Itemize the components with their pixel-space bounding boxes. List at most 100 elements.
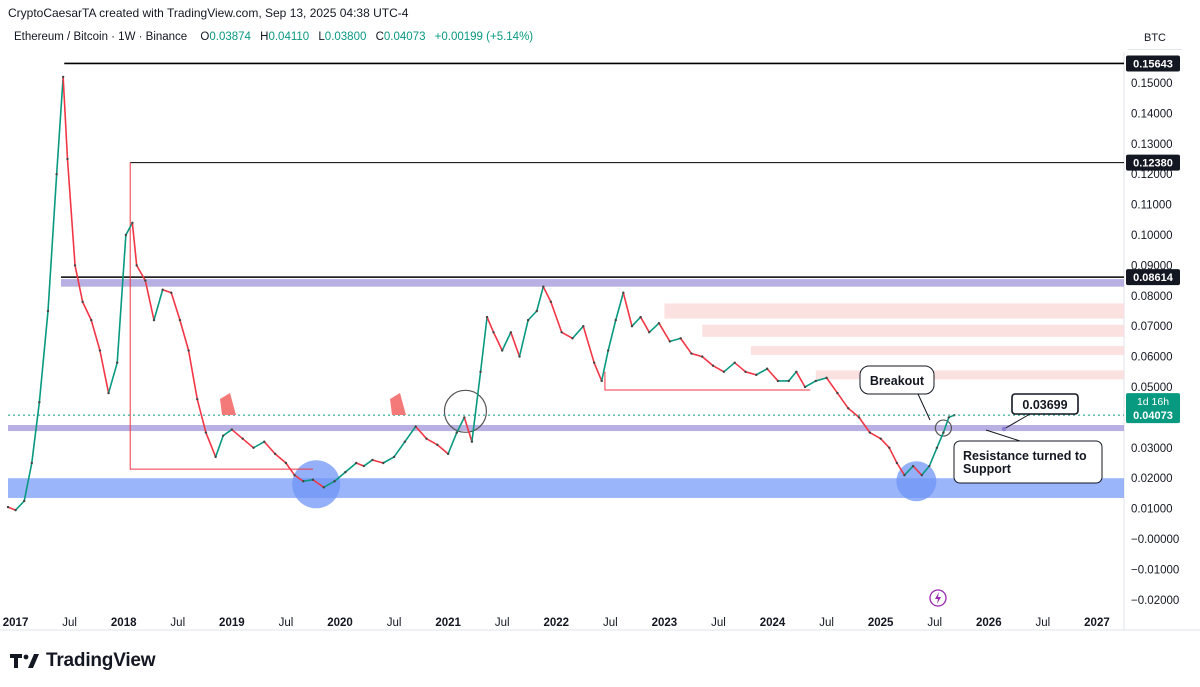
price-point (214, 455, 217, 459)
resistance-zone-2 (702, 324, 1124, 337)
price-point (571, 337, 574, 340)
price-point (382, 461, 385, 465)
price-segment (825, 377, 839, 394)
x-tick-label: Jul (819, 617, 834, 629)
price-point (107, 391, 110, 395)
price-segment (135, 264, 147, 282)
x-tick-label: Jul (927, 617, 942, 629)
x-tick-label: Jul (62, 617, 77, 629)
price-segment (912, 465, 923, 476)
price-segment (382, 456, 395, 464)
support-circle-2019 (292, 460, 341, 509)
y-tick-label: −0.00000 (1131, 534, 1179, 546)
price-segment (241, 437, 255, 449)
price-point (14, 508, 17, 512)
level-label-2: 0.12380 (1133, 158, 1173, 170)
price-segment (690, 352, 704, 358)
price-point (61, 75, 65, 79)
price-segment (593, 361, 603, 382)
y-tick-label: 0.10000 (1131, 230, 1173, 242)
price-segment (815, 377, 828, 382)
x-tick-label: Jul (387, 617, 402, 629)
price-point (947, 416, 951, 419)
price-point (344, 470, 347, 474)
price-point (436, 443, 439, 446)
price-segment (81, 301, 93, 321)
price-segment (447, 431, 458, 455)
x-tick-label: Jul (603, 617, 618, 629)
price-segment (214, 434, 224, 458)
tradingview-icon (10, 654, 39, 668)
price-segment (836, 392, 850, 410)
support-callout-pointer (985, 429, 1021, 442)
price-point (263, 440, 266, 443)
price-segment (30, 401, 41, 464)
price-point (500, 349, 504, 352)
close-key: C (375, 31, 384, 43)
level-label-3: 0.08614 (1133, 272, 1174, 284)
price-segment (858, 416, 871, 434)
price-segment (518, 319, 529, 358)
y-tick-label: 0.01000 (1131, 504, 1173, 516)
high-value: 0.04110 (268, 31, 310, 43)
x-tick-label: Jul (279, 617, 294, 629)
tradingview-logo[interactable]: TradingView (10, 650, 156, 672)
price-point (470, 440, 474, 443)
price-point (463, 416, 466, 419)
breakout-callout-pointer (917, 393, 931, 421)
events-icon[interactable] (929, 589, 947, 607)
price-segment (787, 370, 798, 382)
price-point (911, 464, 915, 468)
price-segment (205, 431, 217, 458)
price-point (98, 349, 102, 352)
y-tick-label: 0.05000 (1131, 382, 1173, 394)
close-value: 0.04073 (383, 31, 426, 43)
price-point (81, 300, 84, 304)
price-segment (471, 370, 482, 443)
price-point (622, 291, 625, 294)
price-segment (639, 316, 651, 334)
price-segment (62, 76, 69, 160)
price-segment (744, 370, 758, 376)
level-label-1: 0.15643 (1133, 58, 1173, 70)
price-point (425, 437, 428, 440)
x-tick-label: 2019 (219, 617, 245, 629)
x-tick-label: Jul (170, 617, 185, 629)
price-segment (896, 462, 906, 476)
price-segment (23, 462, 33, 502)
price-segment (847, 407, 860, 419)
trace-line-2 (604, 371, 811, 391)
price-segment (560, 331, 574, 340)
symbol-legend: Ethereum / Bitcoin · 1W · Binance O0.038… (14, 31, 533, 43)
price-point (392, 455, 396, 459)
price-segment (393, 440, 406, 458)
y-tick-label: 0.14000 (1131, 108, 1173, 120)
price-point (526, 318, 530, 322)
price-point (935, 446, 939, 449)
price-segment (582, 325, 595, 364)
x-tick-label: 2026 (976, 617, 1002, 629)
price-point (765, 367, 769, 370)
price-segment (527, 310, 538, 321)
breakout-callout-text: Breakout (870, 374, 925, 388)
y-tick-label: 0.06000 (1131, 352, 1173, 364)
current-price-label: 0.04073 (1133, 410, 1173, 422)
target-callout-box (1011, 393, 1079, 415)
countdown-timer: 1d 16h (1137, 396, 1169, 408)
price-segment (161, 288, 173, 294)
currency-label[interactable]: BTC (1128, 27, 1182, 50)
price-point (479, 370, 482, 373)
price-point (333, 480, 336, 483)
price-segment (131, 222, 138, 267)
price-segment (285, 462, 296, 476)
price-segment (486, 316, 495, 334)
price-segment (179, 319, 190, 352)
price-segment (263, 440, 276, 455)
support-callout-box (953, 440, 1103, 484)
price-point (116, 361, 119, 364)
price-point (857, 416, 861, 419)
symbol-title[interactable]: Ethereum / Bitcoin · 1W · Binance (14, 31, 188, 43)
price-point (131, 221, 134, 225)
price-segment (631, 316, 642, 328)
